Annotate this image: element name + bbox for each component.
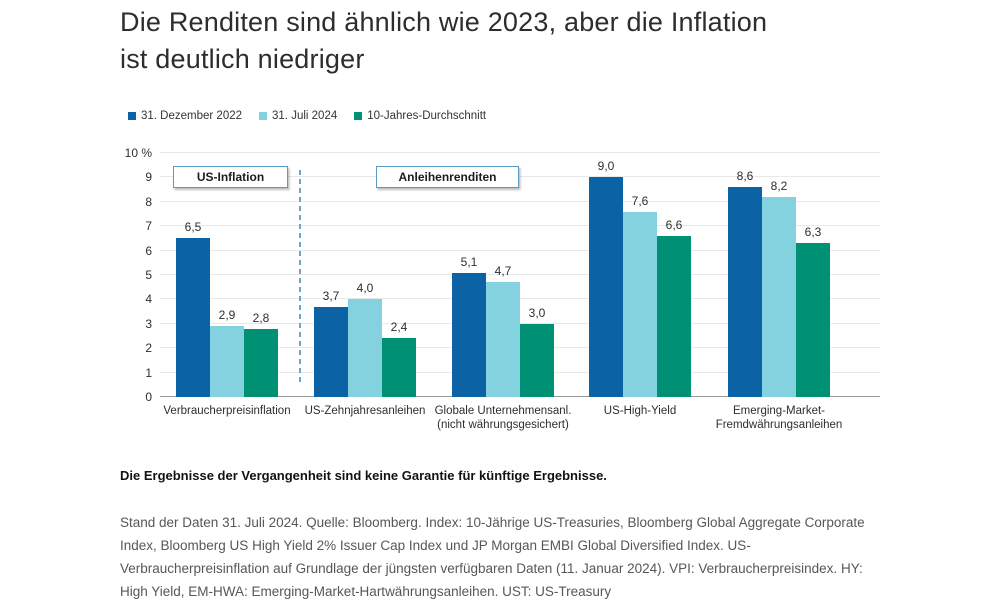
bar-value-label: 2,8 (252, 310, 270, 325)
y-axis-tick-label: 0 (145, 390, 152, 404)
legend-swatch (128, 112, 136, 120)
y-axis-tick-label: 6 (145, 243, 152, 258)
chart-legend: 31. Dezember 2022 31. Juli 2024 10-Jahres-… (128, 110, 486, 122)
gridline (160, 322, 880, 324)
gridline (160, 176, 880, 178)
source-note: Stand der Daten 31. Juli 2024. Quelle: B… (120, 515, 865, 599)
bar-value-label: 8,6 (736, 169, 754, 184)
bar-value-label: 4,7 (494, 264, 512, 279)
bar: 3,0 (520, 306, 554, 397)
x-axis-category-label: US-Zehnjahresanleihen (304, 405, 426, 417)
bar: 4,0 (348, 281, 382, 397)
y-axis-tick-label: 7 (145, 219, 152, 234)
x-axis-category-label: US-High-Yield (603, 405, 677, 417)
bar: 4,7 (486, 264, 520, 397)
us-inflation-section-label: US-Inflation (173, 166, 288, 188)
gridline (160, 200, 880, 202)
bar: 8,6 (728, 169, 762, 397)
gridline (160, 152, 880, 153)
bar: 6,6 (657, 218, 691, 397)
bar-value-label: 7,6 (631, 193, 649, 208)
bar: 5,1 (452, 255, 486, 397)
bar-chart-plot-area: US-Inflation Anleihenrenditen 0 1 2 3 4 5 6 7 8 9… (125, 146, 880, 431)
bar-group: 9,0 7,6 6,6 (589, 159, 691, 397)
y-axis-tick-label: 8 (145, 194, 152, 209)
bar: 2,4 (382, 320, 416, 397)
bar-group: 8,6 8,2 6,3 (728, 169, 830, 397)
bar: 8,2 (762, 179, 796, 397)
anleihenrenditen-section-label: Anleihenrenditen (376, 166, 519, 188)
bar: 6,3 (796, 225, 830, 397)
bar-value-label: 6,6 (665, 217, 683, 232)
bar-group: 3,7 4,0 2,4 (314, 281, 416, 397)
bar-value-label: 8,2 (770, 178, 788, 193)
disclaimer-text: Die Ergebnisse der Vergangenheit sind ke… (120, 468, 607, 483)
gridline (160, 298, 880, 300)
gridline (160, 274, 880, 275)
x-axis-category-label: Globale Unternehmensanl. (nicht währungs… (434, 405, 572, 431)
page-title: Die Renditen sind ähnlich wie 2023, aber… (120, 7, 768, 74)
legend-swatch (259, 112, 268, 120)
bar: 2,9 (210, 308, 244, 397)
bar-value-label: 6,3 (804, 225, 822, 240)
bar: 2,8 (244, 311, 278, 397)
gridline (160, 249, 880, 251)
bar-value-label: 5,1 (460, 254, 478, 269)
bar-value-label: 2,9 (218, 308, 236, 323)
legend-swatch (354, 112, 363, 120)
bar-group: 6,5 2,9 2,8 (176, 220, 278, 397)
gridline (160, 225, 880, 227)
y-axis-tick-label: 9 (145, 170, 152, 185)
legend-item: 31. Juli 2024 (259, 110, 337, 122)
y-axis-tick-label: 5 (145, 268, 152, 282)
y-axis-tick-label: 10 % (124, 146, 152, 160)
y-axis-tick-label: 2 (145, 341, 152, 356)
legend-label: 10-Jahres-Durchschnitt (367, 110, 487, 122)
legend-label: 31. Juli 2024 (272, 110, 338, 122)
bar-value-label: 6,5 (184, 220, 202, 235)
section-divider-dashed-line (299, 170, 301, 383)
bar: 7,6 (623, 194, 657, 397)
y-axis-tick-label: 3 (145, 316, 152, 331)
bar-value-label: 9,0 (597, 159, 615, 174)
bar: 9,0 (589, 159, 623, 397)
legend-item: 10-Jahres-Durchschnitt (354, 110, 486, 122)
x-axis-category-label: Verbraucherpreisinflation (163, 405, 291, 417)
bar-value-label: 3,0 (528, 305, 546, 320)
bar-value-label: 3,7 (322, 288, 340, 303)
bar-group: 5,1 4,7 3,0 (452, 255, 554, 397)
y-axis-tick-label: 1 (145, 365, 152, 380)
legend-item: 31. Dezember 2022 (128, 110, 242, 122)
legend-label: 31. Dezember 2022 (141, 110, 243, 122)
y-axis-tick-label: 4 (145, 292, 152, 307)
x-axis-category-label: Emerging-Market- Fremdwährungsanleihen (715, 405, 843, 431)
bar-value-label: 4,0 (356, 281, 374, 296)
bar: 6,5 (176, 220, 210, 397)
bar: 3,7 (314, 289, 348, 397)
bar-value-label: 2,4 (390, 320, 408, 335)
